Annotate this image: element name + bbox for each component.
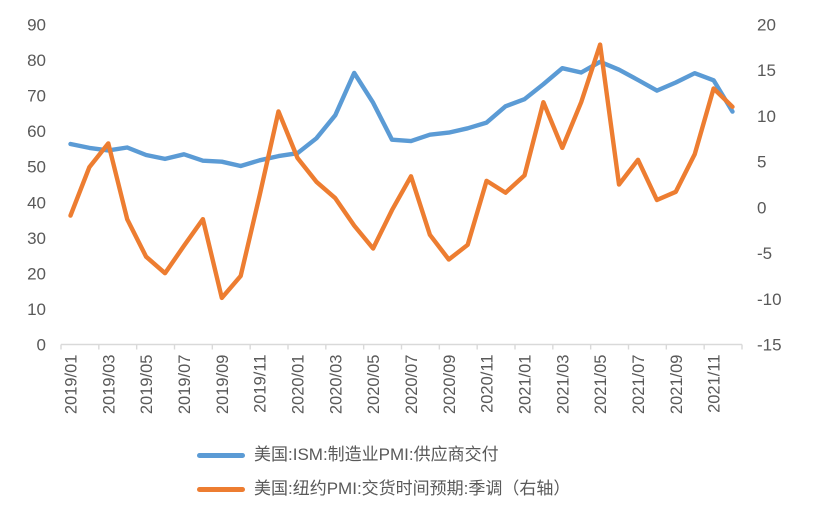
right-axis-tick-label: -10 — [757, 290, 782, 309]
left-axis-tick-label: 30 — [27, 229, 46, 248]
x-axis-category-label: 2020/07 — [403, 355, 421, 415]
left-axis-tick-label: 70 — [27, 87, 46, 106]
x-axis-category-label: 2019/09 — [214, 355, 232, 415]
x-axis-category-label: 2019/07 — [176, 355, 194, 415]
left-axis-tick-label: 10 — [27, 300, 46, 319]
x-axis-category-label: 2020/01 — [289, 355, 307, 415]
left-axis-tick-label: 50 — [27, 158, 46, 177]
legend-item-ny-pmi: 美国:纽约PMI:交货时间预期:季调（右轴） — [197, 478, 570, 500]
x-axis-category-label: 2019/11 — [252, 355, 270, 413]
legend-swatch-blue-line — [197, 452, 245, 458]
x-axis-category-label: 2021/01 — [516, 355, 534, 415]
x-axis-category-label: 2021/11 — [706, 355, 724, 413]
legend-label-ny-pmi: 美国:纽约PMI:交货时间预期:季调（右轴） — [254, 479, 571, 498]
legend-label-ism-pmi: 美国:ISM:制造业PMI:供应商交付 — [254, 445, 499, 464]
left-axis-tick-label: 60 — [27, 122, 46, 141]
legend-item-ism-pmi: 美国:ISM:制造业PMI:供应商交付 — [197, 444, 570, 466]
x-axis-category-label: 2019/05 — [138, 355, 156, 415]
series-line-ism-pmi — [68, 59, 735, 169]
right-axis-tick-label: 5 — [757, 153, 766, 172]
left-axis-tick-label: 80 — [27, 51, 46, 70]
x-axis-category-label: 2021/03 — [554, 355, 572, 415]
right-axis-tick-label: 10 — [757, 107, 776, 126]
x-axis-category-label: 2021/07 — [630, 355, 648, 415]
x-axis-category-label: 2021/09 — [668, 355, 686, 415]
legend-swatch-orange-line — [197, 486, 245, 492]
right-axis-tick-label: -5 — [757, 244, 772, 263]
x-axis-category-label: 2019/01 — [62, 355, 80, 415]
x-axis-category-label: 2020/05 — [365, 355, 383, 415]
x-axis-category-label: 2021/05 — [592, 355, 610, 415]
series-line-ny-pmi — [68, 42, 735, 301]
left-axis-tick-label: 0 — [37, 336, 46, 355]
legend: 美国:ISM:制造业PMI:供应商交付 美国:纽约PMI:交货时间预期:季调（右… — [197, 444, 570, 500]
right-axis-tick-label: 15 — [757, 61, 776, 80]
line-chart-canvas: 0 10 20 30 40 50 60 70 80 90 -15 -10 -5 0 5 10 15 20 2019/… — [27, 16, 782, 415]
right-axis-tick-label: -15 — [757, 336, 782, 355]
right-axis-tick-label: 0 — [757, 198, 766, 217]
left-axis-tick-label: 40 — [27, 193, 46, 212]
x-axis-category-label: 2020/03 — [327, 355, 345, 415]
left-axis-tick-label: 20 — [27, 264, 46, 283]
x-axis-category-label: 2020/11 — [479, 355, 497, 413]
x-axis-category-label: 2020/09 — [441, 355, 459, 415]
x-axis-category-label: 2019/03 — [100, 355, 118, 415]
right-axis-tick-label: 20 — [757, 16, 776, 35]
left-axis-tick-label: 90 — [27, 16, 46, 35]
